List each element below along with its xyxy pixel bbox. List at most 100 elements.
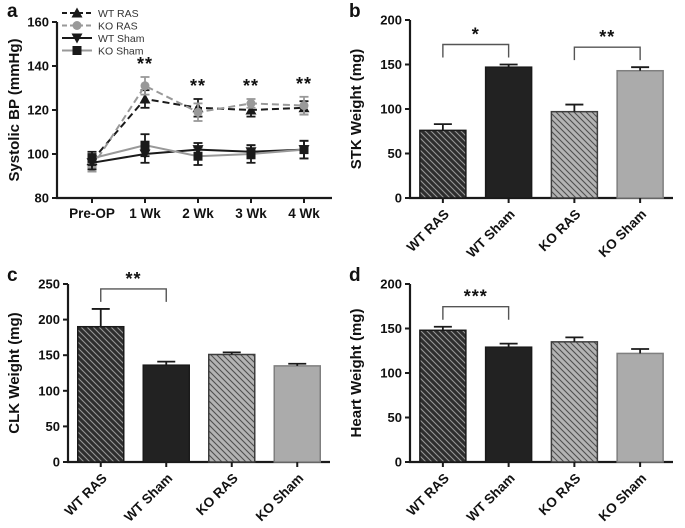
- x-tick-label-group: WT Sham: [464, 471, 518, 525]
- y-axis-label-group: Systolic BP (mmHg): [6, 38, 23, 181]
- triangle-down-marker: [71, 33, 83, 44]
- bar-ko-sham: [616, 69, 664, 199]
- square-marker: [246, 149, 256, 159]
- circle-marker: [72, 21, 82, 30]
- x-tick-label: 3 Wk: [235, 206, 267, 221]
- y-tick-label: 50: [388, 410, 402, 425]
- circle-marker: [193, 107, 203, 117]
- y-tick-label: 140: [27, 59, 49, 74]
- triangle-up-marker: [71, 7, 83, 18]
- panel-b: b 0 50 100 150 200 STK Weight (mg) WT RAS WT Sh…: [342, 0, 685, 264]
- x-tick-label: 1 Wk: [129, 206, 161, 221]
- y-tick-label: 100: [380, 102, 402, 117]
- x-tick-label-group: WT Sham: [121, 471, 175, 525]
- y-tick-label: 100: [38, 383, 60, 398]
- bar-wt-sham: [484, 346, 533, 463]
- bar-wt-sham: [142, 364, 190, 463]
- stk-weight-bar-chart: 0 50 100 150 200 STK Weight (mg) WT RAS WT Sham…: [348, 13, 673, 261]
- significance-bracket: [442, 306, 510, 320]
- bar-wt-ras: [77, 325, 125, 463]
- panel-d: d 0 50 100 150 200 Heart Weight (mg) WT RAS WT …: [342, 264, 685, 528]
- y-tick-label: 160: [27, 15, 49, 30]
- y-tick-label: 150: [380, 57, 402, 72]
- panel-letter-b: b: [349, 1, 361, 22]
- significance-bracket: [100, 288, 167, 302]
- x-tick-label: WT RAS: [62, 471, 110, 519]
- x-tick-label: KO RAS: [536, 471, 584, 519]
- x-tick-label-group: WT RAS: [62, 471, 110, 519]
- y-tick-label: 100: [27, 147, 49, 162]
- circle-marker: [299, 101, 309, 111]
- bar-ko-sham: [273, 365, 321, 463]
- x-tick-label: KO Sham: [596, 471, 650, 525]
- significance-asterisks: **: [190, 76, 206, 96]
- heart-weight-bar-chart: 0 50 100 150 200 Heart Weight (mg) WT RAS WT Sh…: [348, 277, 673, 525]
- y-tick-label: 80: [35, 191, 49, 206]
- x-tick-label-group: WT RAS: [404, 207, 452, 255]
- significance-asterisks: ***: [464, 287, 488, 307]
- triangle-up-marker: [245, 104, 257, 115]
- x-tick-label: WT Sham: [464, 207, 518, 261]
- bar-ko-ras: [208, 353, 256, 463]
- y-tick-label: 50: [388, 146, 402, 161]
- y-axis-label: Systolic BP (mmHg): [6, 38, 23, 181]
- x-tick-label: WT Sham: [121, 471, 175, 525]
- y-axis-label: Heart Weight (mg): [348, 309, 365, 438]
- y-tick-label: 150: [380, 321, 402, 336]
- x-tick-label: 2 Wk: [182, 206, 214, 221]
- x-tick-label-group: KO Sham: [253, 471, 307, 525]
- y-tick-label: 250: [38, 277, 60, 292]
- bar-ko-ras: [550, 110, 599, 199]
- significance-asterisks: **: [296, 74, 312, 94]
- x-tick-label-group: KO RAS: [536, 471, 584, 519]
- x-tick-label: WT RAS: [404, 207, 452, 255]
- bar-wt-sham: [484, 66, 533, 199]
- legend-label: WT RAS: [98, 8, 139, 20]
- x-tick-label-group: WT RAS: [404, 471, 452, 519]
- bar-ko-ras: [550, 341, 599, 463]
- bar-ko-sham: [616, 352, 664, 463]
- y-tick-label: 200: [380, 13, 402, 28]
- x-tick-label-group: WT Sham: [464, 207, 518, 261]
- x-tick-label-group: KO Sham: [596, 207, 650, 261]
- y-tick-label: 0: [395, 455, 402, 470]
- square-marker: [193, 151, 203, 161]
- y-tick-label: 50: [46, 419, 60, 434]
- significance-asterisks: *: [472, 25, 480, 45]
- x-tick-label-group: KO Sham: [596, 471, 650, 525]
- panel-c: c 0 50 100 150 200 250 CLK Weight (mg) WT RAS WT…: [0, 264, 342, 528]
- bar-wt-ras: [419, 129, 467, 199]
- panel-letter-c: c: [7, 265, 18, 286]
- panel-a: a 80 100 120 140 160 Systolic BP (mmHg) Pre-OP…: [0, 0, 342, 264]
- x-tick-label: WT Sham: [464, 471, 518, 525]
- x-tick-label: KO RAS: [193, 471, 241, 519]
- y-axis-label: CLK Weight (mg): [6, 312, 23, 433]
- bar-wt-ras: [419, 329, 467, 463]
- square-marker: [140, 140, 150, 150]
- significance-asterisks: **: [243, 76, 259, 96]
- square-marker: [87, 153, 97, 163]
- y-tick-label: 0: [53, 455, 60, 470]
- triangle-up-marker: [139, 93, 151, 104]
- x-tick-label: KO Sham: [253, 471, 307, 525]
- panel-letter-a: a: [7, 1, 18, 22]
- y-tick-label: 120: [27, 103, 49, 118]
- circle-marker: [246, 98, 256, 108]
- systolic-bp-line-chart: 80 100 120 140 160 Systolic BP (mmHg) Pre-OP 1 …: [6, 7, 332, 221]
- y-tick-label: 200: [38, 312, 60, 327]
- y-tick-label: 100: [380, 366, 402, 381]
- y-tick-label: 150: [38, 348, 60, 363]
- square-marker: [299, 145, 309, 155]
- y-tick-label: 0: [395, 191, 402, 206]
- panel-letter-d: d: [349, 265, 361, 286]
- x-tick-label: 4 Wk: [288, 206, 320, 221]
- significance-asterisks: **: [137, 54, 153, 74]
- x-tick-label: KO RAS: [536, 207, 584, 255]
- y-axis-label-group: STK Weight (mg): [348, 49, 365, 170]
- x-tick-label-group: KO RAS: [536, 207, 584, 255]
- x-tick-label-group: KO RAS: [193, 471, 241, 519]
- significance-asterisks: **: [125, 269, 141, 289]
- x-tick-label: WT RAS: [404, 471, 452, 519]
